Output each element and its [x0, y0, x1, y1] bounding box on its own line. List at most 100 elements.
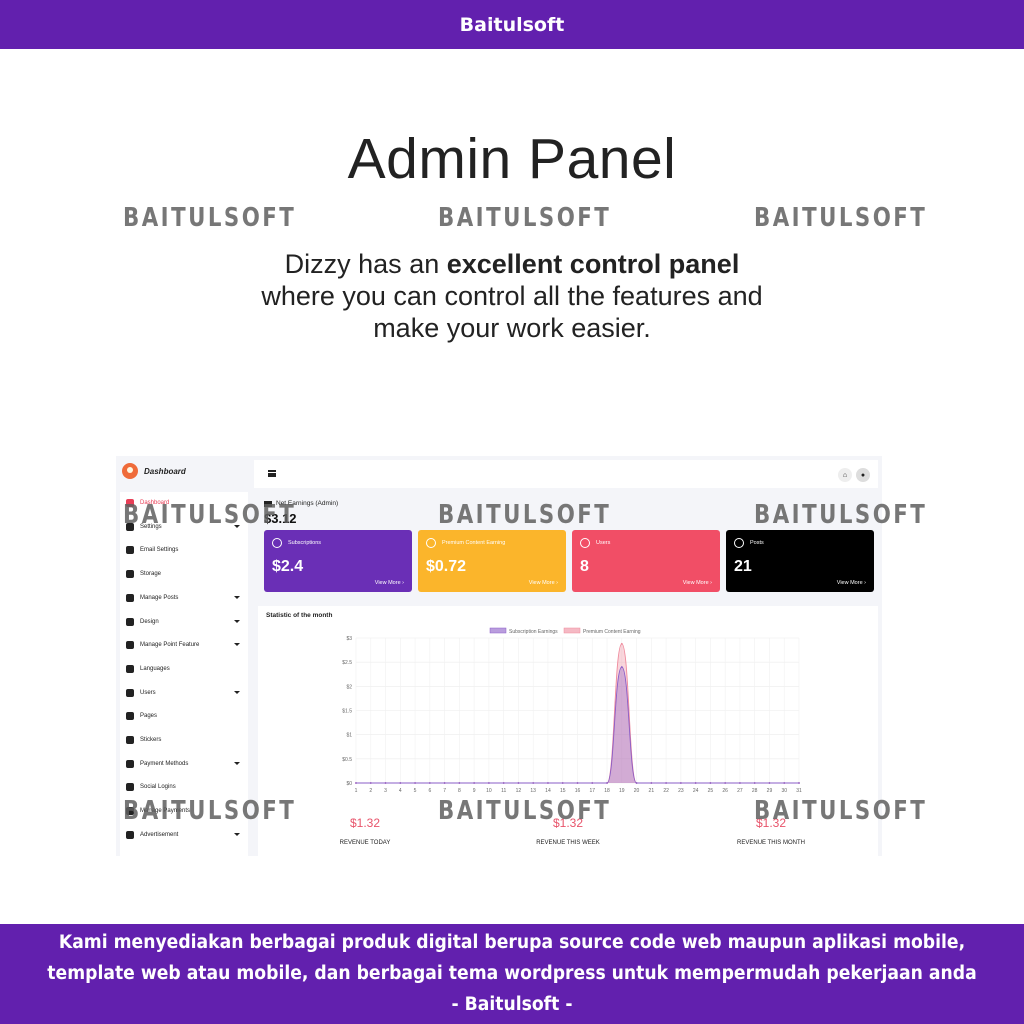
sidebar-item-users[interactable]: Users	[120, 683, 248, 703]
home-icon[interactable]: ⌂	[838, 468, 852, 482]
sidebar-item-icon	[126, 664, 134, 673]
y-tick-label: $2.5	[342, 660, 352, 666]
footer-line2: template web atau mobile, dan berbagai t…	[47, 963, 977, 984]
sidebar-item-dashboard[interactable]: Dashboard	[120, 493, 248, 513]
sidebar-item-label: Users	[140, 689, 156, 696]
sidebar-item-languages[interactable]: Languages	[120, 659, 248, 679]
x-tick-label: 5	[414, 788, 417, 794]
data-point	[428, 782, 431, 784]
sidebar-item-label: Storage	[140, 571, 162, 578]
data-point	[620, 666, 623, 668]
view-more-link[interactable]: View More ›	[528, 580, 558, 586]
sidebar-item-icon	[126, 759, 134, 768]
view-more-link[interactable]: View More ›	[682, 580, 712, 586]
card-value: $0.72	[426, 558, 467, 575]
data-point	[620, 642, 623, 645]
y-tick-label: $2	[346, 684, 352, 690]
footer-line3: - Baitulsoft -	[451, 994, 573, 1015]
data-point	[694, 782, 697, 784]
view-more-link[interactable]: View More ›	[374, 580, 404, 586]
x-tick-label: 14	[545, 788, 551, 794]
avatar[interactable]: ●	[856, 468, 870, 482]
data-point	[355, 782, 357, 784]
legend-swatch	[563, 627, 581, 634]
x-tick-label: 11	[501, 788, 506, 794]
data-point	[576, 782, 579, 784]
sidebar-item-manage-payments[interactable]: Manage Payments	[120, 801, 248, 821]
statistic-title: Statistic of the month	[266, 612, 333, 619]
data-point	[650, 782, 653, 784]
hero-title: Admin Panel	[347, 127, 677, 191]
data-point	[739, 782, 741, 784]
menu-icon[interactable]	[268, 470, 276, 477]
footer-banner: Kami menyediakan berbagai produk digital…	[0, 924, 1024, 1024]
logo-icon	[122, 463, 138, 479]
net-earnings-label-text: Net Earnings (Admin)	[276, 500, 339, 507]
data-point	[502, 782, 505, 784]
diamond-icon	[426, 538, 436, 548]
users-icon	[272, 538, 282, 548]
sidebar-item-label: Manage Point Feature	[140, 642, 200, 649]
chevron-down-icon	[234, 619, 240, 623]
monthly-chart: $0$0.5$1$1.5$2$2.5$31 2 3 4 5 6 7 8 9 10 11 12 13 14 1…	[342, 627, 802, 794]
x-tick-label: 18	[604, 788, 610, 794]
sidebar-title: Dashboard	[144, 466, 186, 476]
sidebar-item-label: Email Settings	[140, 547, 179, 554]
sidebar-item-design[interactable]: Design	[120, 612, 248, 632]
sidebar-item-storage[interactable]: Storage	[120, 564, 248, 584]
data-point	[547, 782, 549, 784]
data-point	[606, 782, 608, 784]
y-tick-label: $1	[346, 733, 352, 739]
x-tick-label: 13	[530, 788, 536, 794]
card-label: Subscriptions	[288, 540, 322, 546]
revenue-box: $1.32 REVENUE TODAY	[266, 804, 464, 856]
sidebar-item-label: Settings	[140, 523, 162, 530]
x-tick-label: 23	[678, 788, 684, 794]
sidebar-item-label: Social Logins	[140, 784, 176, 791]
chevron-down-icon	[234, 595, 240, 599]
legend-label: Premium Content Earning	[583, 629, 641, 635]
sidebar-item-label: Advertisement	[140, 831, 179, 838]
sidebar-item-social-logins[interactable]: Social Logins	[120, 777, 248, 797]
sidebar-item-pages[interactable]: Pages	[120, 706, 248, 726]
x-tick-label: 21	[649, 788, 655, 794]
chevron-down-icon	[234, 832, 240, 836]
x-tick-label: 6	[428, 788, 431, 794]
sidebar-item-label: Dashboard	[140, 500, 170, 506]
x-tick-label: 27	[737, 788, 743, 794]
data-point	[768, 782, 771, 784]
admin-screenshot: Dashboard Dashboard Settings Email Setting…	[116, 456, 882, 856]
sidebar-item-advertisement[interactable]: Advertisement	[120, 825, 248, 845]
revenue-value: $1.32	[552, 816, 584, 830]
sidebar-item-manage-posts[interactable]: Manage Posts	[120, 588, 248, 608]
data-point	[473, 782, 476, 784]
sidebar-item-stickers[interactable]: Stickers	[120, 730, 248, 750]
sidebar-item-email-settings[interactable]: Email Settings	[120, 540, 248, 560]
sidebar-item-icon	[126, 499, 134, 507]
x-tick-label: 19	[619, 788, 625, 794]
view-more-link[interactable]: View More ›	[836, 580, 866, 586]
revenue-box: $1.32 REVENUE THIS WEEK	[469, 804, 667, 856]
statistic-panel: Statistic of the month $0 $0.5 $1 $1.5 $2 $2.…	[258, 606, 878, 856]
watermark: BAITULSOFT	[438, 203, 612, 233]
card-value: $2.4	[272, 558, 304, 575]
hero-description: Dizzy has an excellent control panel whe…	[0, 248, 1024, 344]
user-group-icon	[580, 538, 590, 548]
sidebar-item-manage-point-feature[interactable]: Manage Point Feature	[120, 635, 248, 655]
sidebar-item-icon	[126, 830, 134, 839]
sidebar-item-label: Manage Posts	[140, 594, 179, 601]
card-value: 21	[734, 558, 752, 575]
data-point	[517, 782, 520, 784]
x-tick-label: 24	[693, 788, 699, 794]
sidebar-item-icon	[126, 712, 134, 721]
x-tick-label: 4	[399, 788, 402, 794]
y-tick-label: $3	[346, 636, 352, 642]
sidebar-item-label: Pages	[140, 713, 158, 720]
watermark: BAITULSOFT	[123, 500, 297, 530]
sidebar-item-icon	[126, 736, 134, 744]
sidebar-item-settings[interactable]: Settings	[120, 517, 248, 537]
revenue-value: $1.32	[349, 816, 381, 830]
watermark: BAITULSOFT	[754, 500, 928, 530]
sidebar-item-payment-methods[interactable]: Payment Methods	[120, 754, 248, 774]
x-tick-label: 30	[781, 788, 787, 794]
